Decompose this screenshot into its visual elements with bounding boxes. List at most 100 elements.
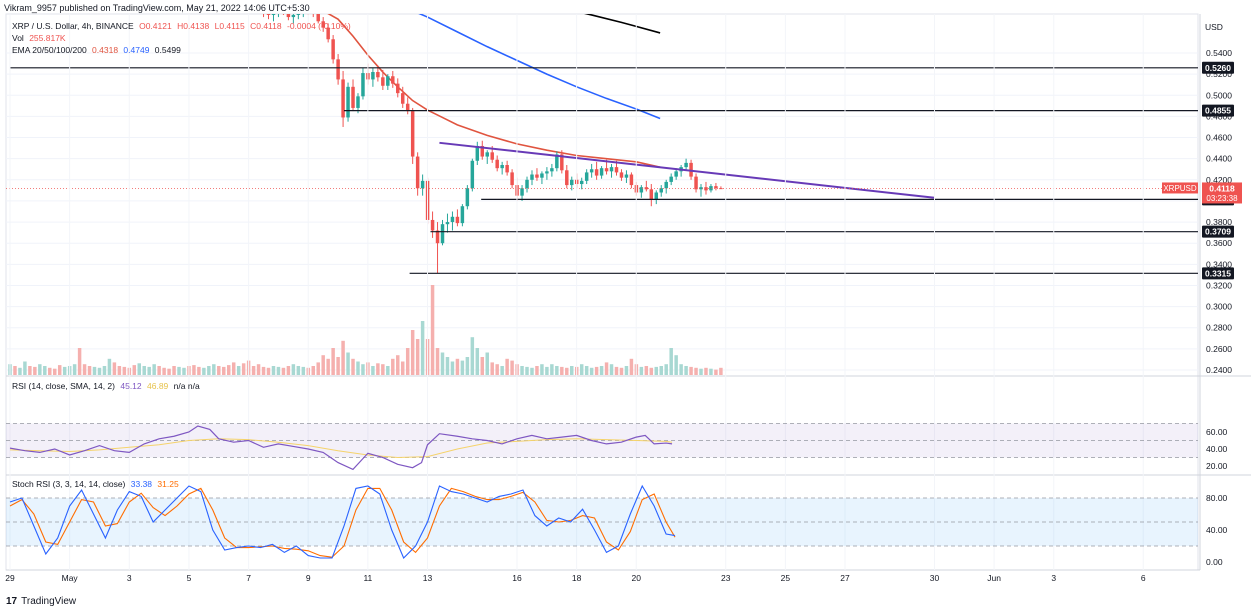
candle-body: [266, 14, 271, 15]
candle-body: [599, 168, 604, 176]
candle-body: [644, 187, 649, 190]
time-tick-label: 6: [1141, 573, 1146, 583]
time-tick-label: 23: [721, 573, 731, 583]
price-tick-label: 0.3600: [1206, 238, 1232, 248]
level-price-badge: [1202, 104, 1234, 117]
stoch-tick-label: 0.00: [1206, 557, 1223, 567]
stoch-tick-label: 40.00: [1206, 525, 1228, 535]
time-tick-label: May: [62, 573, 79, 583]
candle-body: [570, 179, 574, 186]
ema-value-100: 0.4749: [123, 45, 150, 55]
volume-bar: [400, 361, 405, 375]
candle-body: [391, 76, 395, 84]
volume-bar: [445, 357, 450, 375]
symbol-name[interactable]: XRP / U.S. Dollar, 4h, BINANCE: [12, 21, 134, 31]
volume-bar: [276, 366, 281, 375]
level-price-label: 0.3315: [1205, 268, 1231, 278]
price-tick-label: 0.2600: [1206, 344, 1232, 354]
candle-body: [410, 111, 415, 157]
candle-body: [584, 172, 589, 181]
volume-bar: [470, 337, 475, 375]
volume-bar: [430, 285, 435, 375]
time-tick-label: 30: [930, 573, 940, 583]
candle-body: [400, 93, 405, 104]
time-tick-label: 13: [423, 573, 433, 583]
current-price-badge: [1202, 182, 1242, 204]
candle-body: [624, 174, 629, 178]
candle-body: [694, 176, 698, 190]
candle-body: [331, 39, 335, 60]
volume-bar: [236, 366, 241, 375]
volume-bar: [669, 348, 673, 375]
volume-value: 255.817K: [29, 33, 66, 43]
candle-body: [286, 14, 291, 18]
stoch-d-value: 31.25: [157, 479, 179, 489]
price-tick-label: 0.4400: [1206, 154, 1232, 164]
rsi-label[interactable]: RSI (14, close, SMA, 14, 2): [12, 381, 115, 391]
volume-bar: [614, 366, 619, 375]
volume-bar: [157, 366, 161, 375]
candle-body: [699, 187, 703, 190]
volume-bar: [624, 366, 629, 375]
volume-bar: [147, 366, 151, 375]
volume-bar: [38, 364, 42, 375]
published-header: Vikram_9957 published on TradingView.com…: [4, 3, 310, 13]
rsi-pane: [6, 423, 1198, 471]
volume-bar: [23, 361, 27, 375]
volume-bar: [291, 364, 296, 375]
candle-body: [684, 162, 688, 168]
volume-bar: [420, 321, 425, 375]
candle-body: [579, 180, 584, 185]
volume-bar: [460, 360, 465, 375]
candle-body: [674, 171, 678, 177]
candle-body: [654, 192, 659, 200]
time-tick-label: 7: [246, 573, 251, 583]
candle-body: [495, 159, 499, 169]
volume-bar: [510, 360, 514, 375]
volume-bar: [28, 366, 32, 375]
candle-body: [545, 171, 549, 174]
candle-body: [614, 167, 619, 173]
volume-bar: [565, 367, 569, 375]
ema-label[interactable]: EMA 20/50/100/200: [12, 45, 87, 55]
candle-body: [480, 145, 485, 157]
candle-body: [356, 96, 360, 108]
volume-bar: [659, 366, 663, 375]
volume-bar: [43, 366, 47, 375]
volume-bar: [440, 352, 445, 375]
price-tick-label: 0.5400: [1206, 48, 1232, 58]
candle-body: [271, 14, 276, 15]
stoch-label[interactable]: Stoch RSI (3, 3, 14, 14, close): [12, 479, 126, 489]
tradingview-brand[interactable]: 17 TradingView: [6, 596, 76, 607]
candle-body: [351, 86, 355, 108]
volume-bar: [619, 367, 624, 375]
price-tick-label: 0.3200: [1206, 280, 1232, 290]
rsi-ma-value: 46.89: [147, 381, 169, 391]
volume-bar: [371, 366, 375, 375]
volume-label[interactable]: Vol: [12, 33, 24, 43]
volume-bar: [396, 355, 400, 375]
volume-bar: [112, 362, 117, 375]
candle-body: [535, 174, 539, 178]
level-price-badge: [1202, 61, 1234, 74]
rsi-tick-label: 20.00: [1206, 461, 1228, 471]
candle-body: [475, 145, 480, 161]
volume-bar: [87, 366, 92, 375]
symbol-badge: [1162, 182, 1198, 194]
volume-bar: [415, 339, 420, 375]
candle-body: [664, 181, 668, 189]
volume-bar: [217, 366, 221, 375]
time-tick-label: 29: [5, 573, 15, 583]
volume-bar: [57, 365, 62, 375]
volume-bar: [13, 366, 17, 375]
candle-body: [560, 154, 564, 171]
axis-currency: USD: [1205, 22, 1223, 32]
volume-bar: [137, 363, 141, 375]
candle-body: [500, 165, 504, 169]
volume-bar: [222, 366, 226, 375]
candle-body: [326, 27, 330, 40]
candle-body: [659, 188, 663, 193]
volume-bar: [490, 362, 494, 375]
volume-bar: [202, 367, 206, 375]
